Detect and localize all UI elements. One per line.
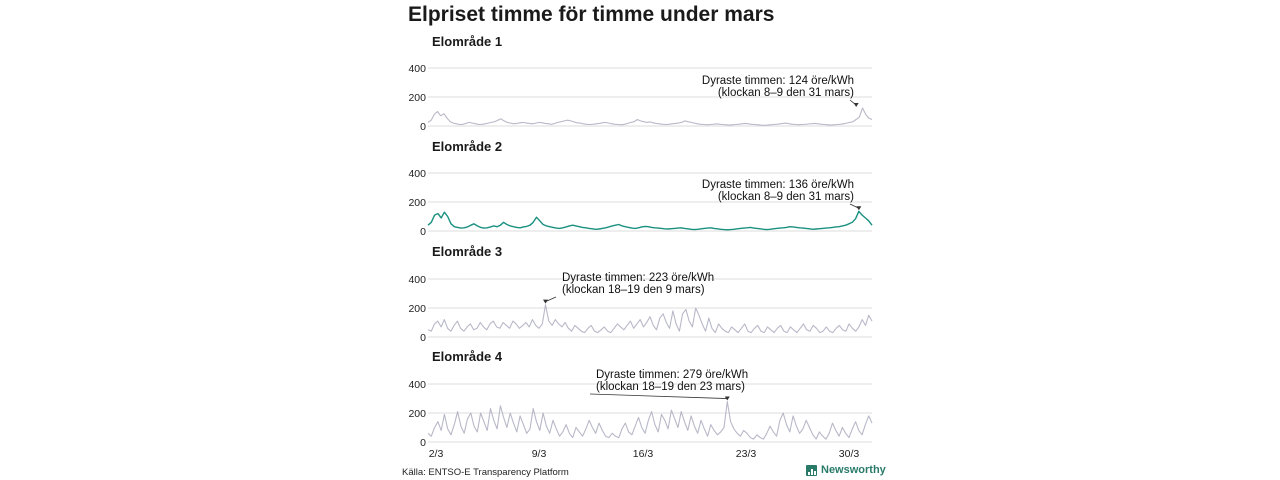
brand-name: Newsworthy <box>821 464 886 476</box>
series-line-3 <box>427 304 873 334</box>
series-line-4 <box>427 400 873 440</box>
annotation-leader-3 <box>545 296 557 303</box>
annotation-text-4-1: Dyraste timmen: 279 öre/kWh <box>596 369 748 381</box>
annotation-text-4-2: (klockan 18–19 den 23 mars) <box>596 381 745 393</box>
y-tick-label-4-0: 0 <box>420 437 426 449</box>
panel-title-2: Elområde 2 <box>432 139 503 154</box>
panel-title-3: Elområde 3 <box>432 244 503 259</box>
series-line-1 <box>427 107 873 126</box>
x-tick-label-5: 30/3 <box>839 448 860 460</box>
y-tick-label-3-400: 400 <box>408 274 426 286</box>
y-tick-label-2-200: 200 <box>408 197 426 209</box>
y-tick-label-4-400: 400 <box>408 379 426 391</box>
annotation-leader-4 <box>589 393 728 399</box>
y-tick-label-1-0: 0 <box>420 121 426 133</box>
x-tick-label-1: 2/3 <box>429 448 444 460</box>
x-tick-label-2: 9/3 <box>532 448 547 460</box>
y-tick-label-3-0: 0 <box>420 332 426 344</box>
annotation-text-3-1: Dyraste timmen: 223 öre/kWh <box>562 272 714 284</box>
series-line-2 <box>427 210 873 231</box>
annotation-arrow-1 <box>853 103 859 108</box>
panel-title-4: Elområde 4 <box>432 349 503 364</box>
x-tick-label-4: 23/3 <box>736 448 757 460</box>
annotation-arrow-3 <box>543 299 549 304</box>
y-tick-label-2-400: 400 <box>408 168 426 180</box>
annotation-text-1-2: (klockan 8–9 den 31 mars) <box>718 87 854 99</box>
bar-chart-icon <box>806 464 817 476</box>
y-tick-label-3-200: 200 <box>408 303 426 315</box>
source-note: Källa: ENTSO-E Transparency Platform <box>402 467 569 478</box>
annotation-text-2-2: (klockan 8–9 den 31 mars) <box>718 191 854 203</box>
x-tick-label-3: 16/3 <box>633 448 654 460</box>
brand-logo: Newsworthy <box>806 464 886 476</box>
annotation-text-2-1: Dyraste timmen: 136 öre/kWh <box>702 179 854 191</box>
y-tick-label-1-400: 400 <box>408 63 426 75</box>
y-tick-label-2-0: 0 <box>420 226 426 238</box>
annotation-text-3-2: (klockan 18–19 den 9 mars) <box>562 284 705 296</box>
y-tick-label-4-200: 200 <box>408 408 426 420</box>
panel-title-1: Elområde 1 <box>432 34 503 49</box>
annotation-arrow-4 <box>724 396 730 401</box>
annotation-text-1-1: Dyraste timmen: 124 öre/kWh <box>702 75 854 87</box>
annotation-arrow-2 <box>856 206 862 211</box>
chart-title: Elpriset timme för timme under mars <box>408 3 775 26</box>
y-tick-label-1-200: 200 <box>408 92 426 104</box>
